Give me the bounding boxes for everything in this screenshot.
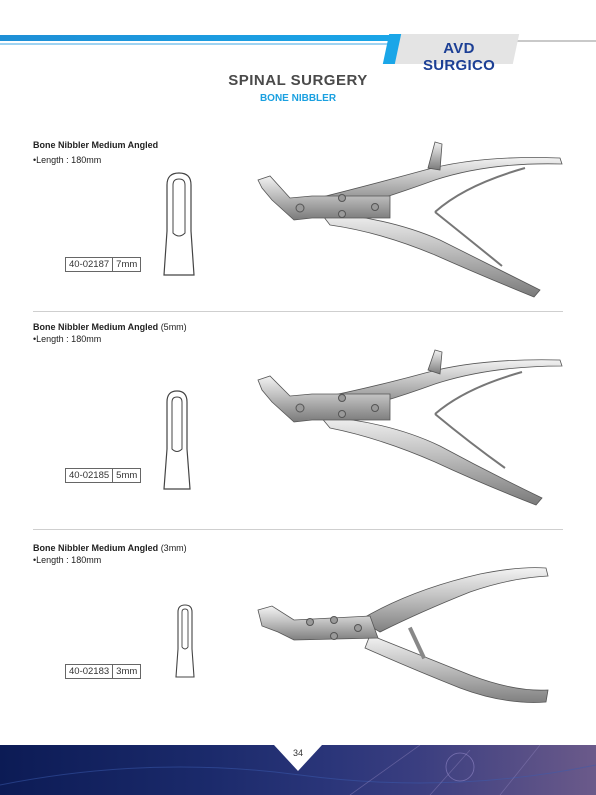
product-code-box: 40-02187 7mm <box>65 257 142 272</box>
product-length: Length : 180mm <box>33 555 101 565</box>
tip-profile-icon <box>162 389 192 491</box>
bone-nibbler-instrument-image <box>250 560 555 710</box>
product-code-box: 40-02185 5mm <box>65 468 142 483</box>
product-size: 7mm <box>116 259 138 270</box>
product-size: 5mm <box>116 470 138 481</box>
page-number: 34 <box>292 748 303 758</box>
bone-nibbler-instrument-image <box>250 348 565 508</box>
product-length: Length : 180mm <box>33 334 101 344</box>
product-name-text: Bone Nibbler Medium Angled <box>33 322 159 332</box>
product-name-text: Bone Nibbler Medium Angled <box>33 140 159 150</box>
section-divider <box>33 529 563 530</box>
product-code-box: 40-02183 3mm <box>65 664 142 679</box>
product-code: 40-02185 <box>66 469 114 482</box>
product-size: 3mm <box>116 666 138 677</box>
tip-profile-icon <box>162 171 196 277</box>
footer-notch <box>274 745 322 771</box>
tip-profile-icon <box>174 603 196 679</box>
product-name: Bone Nibbler Medium Angled <box>33 140 158 150</box>
product-name: Bone Nibbler Medium Angled (5mm) <box>33 322 187 332</box>
section-divider <box>33 311 563 312</box>
product-name-suffix: (5mm) <box>160 322 187 332</box>
page-subtitle: BONE NIBBLER <box>259 93 337 104</box>
product-code: 40-02183 <box>66 665 114 678</box>
product-code: 40-02187 <box>66 258 114 271</box>
product-name: Bone Nibbler Medium Angled (3mm) <box>33 543 187 553</box>
product-length: Length : 180mm <box>33 155 101 165</box>
product-name-suffix: (3mm) <box>160 543 187 553</box>
header-accent-bar <box>0 35 400 41</box>
product-name-text: Bone Nibbler Medium Angled <box>33 543 159 553</box>
page-title: SPINAL SURGERY <box>228 72 368 89</box>
bone-nibbler-instrument-image <box>250 140 565 300</box>
header-accent-line <box>0 43 400 45</box>
header-gray-line <box>515 40 596 42</box>
brand-name: AVD SURGICO <box>422 40 496 74</box>
